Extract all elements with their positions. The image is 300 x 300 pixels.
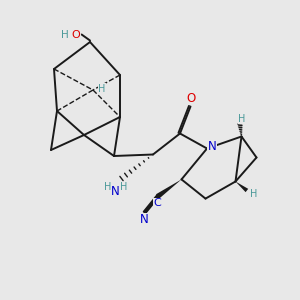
- Text: H: H: [250, 189, 257, 200]
- Text: H: H: [98, 83, 106, 94]
- Text: H: H: [238, 113, 246, 124]
- Text: N: N: [111, 185, 120, 198]
- Text: N: N: [140, 213, 149, 226]
- Text: H: H: [104, 182, 112, 193]
- Text: N: N: [208, 140, 217, 153]
- Polygon shape: [236, 182, 248, 192]
- Text: H: H: [120, 182, 127, 193]
- Text: O: O: [187, 92, 196, 105]
- Text: C: C: [154, 198, 161, 208]
- Polygon shape: [156, 179, 182, 199]
- Text: H: H: [61, 29, 68, 40]
- Text: O: O: [71, 29, 80, 40]
